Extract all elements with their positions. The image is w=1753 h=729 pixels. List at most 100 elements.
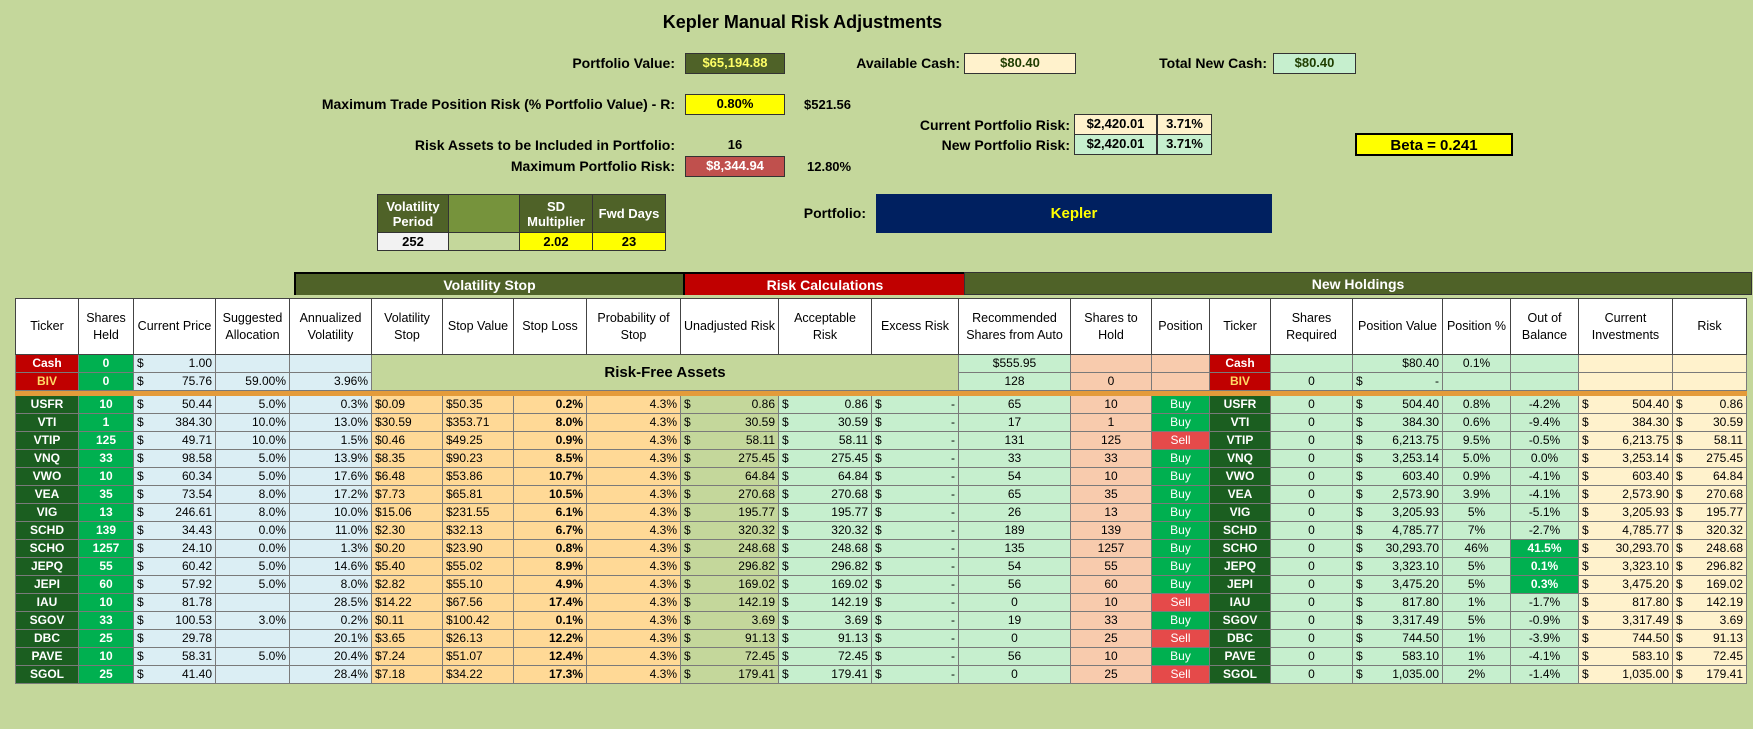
ticker2-cell[interactable]: VNQ: [1209, 449, 1271, 468]
current-portfolio-risk-cell[interactable]: $2,420.01: [1074, 114, 1157, 135]
position-value-cell[interactable]: $384.30: [1352, 413, 1443, 432]
acceptable-risk-cell[interactable]: $195.77: [778, 503, 872, 522]
position-pct-cell[interactable]: 9.5%: [1442, 431, 1511, 450]
volatility-cell[interactable]: 8.0%: [289, 575, 372, 594]
ticker2-cell[interactable]: IAU: [1209, 593, 1271, 612]
excess-risk-cell[interactable]: $ -: [871, 449, 959, 468]
unadjusted-risk-cell[interactable]: $58.11: [680, 431, 779, 450]
recommended-shares-cell[interactable]: 54: [958, 557, 1071, 576]
unadjusted-risk-cell[interactable]: $296.82: [680, 557, 779, 576]
current-price-cell[interactable]: $57.92: [133, 575, 216, 594]
shares-to-hold-cell[interactable]: 139: [1070, 521, 1152, 540]
ticker-cell[interactable]: SCHD: [15, 521, 79, 540]
shares-to-hold-cell[interactable]: 0: [1070, 372, 1152, 391]
ticker-cell[interactable]: VWO: [15, 467, 79, 486]
probability-cell[interactable]: 4.3%: [586, 629, 681, 648]
position-value-cell[interactable]: $744.50: [1352, 629, 1443, 648]
shares-required-cell[interactable]: 0: [1270, 629, 1353, 648]
out-of-balance-cell[interactable]: -1.7%: [1510, 593, 1579, 612]
ticker2-cell[interactable]: SGOV: [1209, 611, 1271, 630]
shares-required-cell[interactable]: 0: [1270, 503, 1353, 522]
allocation-cell[interactable]: 0.0%: [215, 539, 290, 558]
out-of-balance-cell[interactable]: -4.1%: [1510, 647, 1579, 666]
position-value-cell[interactable]: $3,253.14: [1352, 449, 1443, 468]
stop-value-cell[interactable]: $32.13: [442, 521, 514, 540]
acceptable-risk-cell[interactable]: $142.19: [778, 593, 872, 612]
allocation-cell[interactable]: 10.0%: [215, 431, 290, 450]
volatility-stop-cell[interactable]: $3.65: [371, 629, 443, 648]
probability-cell[interactable]: 4.3%: [586, 503, 681, 522]
recommended-shares-cell[interactable]: 19: [958, 611, 1071, 630]
current-investments-cell[interactable]: $384.30: [1578, 413, 1673, 432]
recommended-shares-cell[interactable]: 65: [958, 395, 1071, 414]
unadjusted-risk-cell[interactable]: $179.41: [680, 665, 779, 684]
stop-loss-cell[interactable]: 4.9%: [513, 575, 587, 594]
position-cell[interactable]: Buy: [1151, 557, 1210, 576]
excess-risk-cell[interactable]: $ -: [871, 503, 959, 522]
shares-to-hold-cell[interactable]: 55: [1070, 557, 1152, 576]
position-value-cell[interactable]: $1,035.00: [1352, 665, 1443, 684]
allocation-cell[interactable]: [215, 665, 290, 684]
position-cell[interactable]: Sell: [1151, 665, 1210, 684]
ticker-cell[interactable]: VIG: [15, 503, 79, 522]
allocation-cell[interactable]: [215, 629, 290, 648]
recommended-shares-cell[interactable]: 0: [958, 665, 1071, 684]
ticker-cell[interactable]: JEPQ: [15, 557, 79, 576]
unadjusted-risk-cell[interactable]: $142.19: [680, 593, 779, 612]
current-investments-cell[interactable]: $3,323.10: [1578, 557, 1673, 576]
stop-loss-cell[interactable]: 17.4%: [513, 593, 587, 612]
position-value-cell[interactable]: $2,573.90: [1352, 485, 1443, 504]
stop-loss-cell[interactable]: 10.5%: [513, 485, 587, 504]
shares-to-hold-cell[interactable]: 13: [1070, 503, 1152, 522]
stop-value-cell[interactable]: $50.35: [442, 395, 514, 414]
shares-required-cell[interactable]: 0: [1270, 467, 1353, 486]
position-pct-cell[interactable]: 2%: [1442, 665, 1511, 684]
position-pct-cell[interactable]: 46%: [1442, 539, 1511, 558]
shares-required-cell[interactable]: 0: [1270, 665, 1353, 684]
excess-risk-cell[interactable]: $ -: [871, 629, 959, 648]
shares-required-cell[interactable]: 0: [1270, 539, 1353, 558]
stop-loss-cell[interactable]: 17.3%: [513, 665, 587, 684]
stop-loss-cell[interactable]: 6.1%: [513, 503, 587, 522]
ticker-cell[interactable]: BIV: [15, 372, 79, 391]
position-value-cell[interactable]: $817.80: [1352, 593, 1443, 612]
current-investments-cell[interactable]: $3,253.14: [1578, 449, 1673, 468]
stop-loss-cell[interactable]: 0.9%: [513, 431, 587, 450]
volatility-cell[interactable]: 20.1%: [289, 629, 372, 648]
risk-cell[interactable]: $30.59: [1672, 413, 1747, 432]
shares-to-hold-cell[interactable]: 10: [1070, 593, 1152, 612]
acceptable-risk-cell[interactable]: $64.84: [778, 467, 872, 486]
current-investments-cell[interactable]: $4,785.77: [1578, 521, 1673, 540]
position-pct-cell[interactable]: 5%: [1442, 611, 1511, 630]
unadjusted-risk-cell[interactable]: $248.68: [680, 539, 779, 558]
current-investments-cell[interactable]: $603.40: [1578, 467, 1673, 486]
position-pct-cell[interactable]: 1%: [1442, 647, 1511, 666]
probability-cell[interactable]: 4.3%: [586, 521, 681, 540]
shares-to-hold-cell[interactable]: 125: [1070, 431, 1152, 450]
acceptable-risk-cell[interactable]: $270.68: [778, 485, 872, 504]
acceptable-risk-cell[interactable]: $248.68: [778, 539, 872, 558]
position-pct-cell[interactable]: 1%: [1442, 629, 1511, 648]
shares-held-cell[interactable]: 55: [78, 557, 134, 576]
position-value-cell[interactable]: $3,205.93: [1352, 503, 1443, 522]
volatility-cell[interactable]: 3.96%: [289, 372, 372, 391]
volatility-cell[interactable]: 0.3%: [289, 395, 372, 414]
out-of-balance-cell[interactable]: -4.2%: [1510, 395, 1579, 414]
ticker-cell[interactable]: IAU: [15, 593, 79, 612]
position-cell[interactable]: [1151, 372, 1210, 391]
position-pct-cell[interactable]: 5.0%: [1442, 449, 1511, 468]
current-investments-cell[interactable]: $30,293.70: [1578, 539, 1673, 558]
shares-required-cell[interactable]: 0: [1270, 395, 1353, 414]
stop-value-cell[interactable]: $53.86: [442, 467, 514, 486]
stop-value-cell[interactable]: $55.10: [442, 575, 514, 594]
recommended-shares-cell[interactable]: 131: [958, 431, 1071, 450]
shares-required-cell[interactable]: 0: [1270, 611, 1353, 630]
stop-value-cell[interactable]: $67.56: [442, 593, 514, 612]
risk-cell[interactable]: $91.13: [1672, 629, 1747, 648]
volatility-cell[interactable]: 17.6%: [289, 467, 372, 486]
unadjusted-risk-cell[interactable]: $72.45: [680, 647, 779, 666]
position-cell[interactable]: Buy: [1151, 467, 1210, 486]
shares-to-hold-cell[interactable]: 25: [1070, 629, 1152, 648]
excess-risk-cell[interactable]: $ -: [871, 521, 959, 540]
shares-required-cell[interactable]: 0: [1270, 647, 1353, 666]
